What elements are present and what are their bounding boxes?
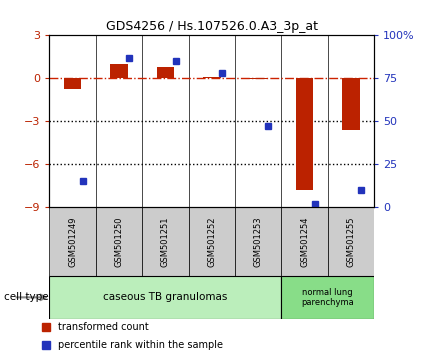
Text: GSM501253: GSM501253	[254, 216, 263, 267]
Text: caseous TB granulomas: caseous TB granulomas	[103, 292, 227, 302]
Bar	[235, 207, 281, 276]
Bar	[64, 78, 81, 88]
Bar	[249, 78, 267, 79]
Text: GSM501252: GSM501252	[207, 216, 216, 267]
Text: normal lung
parenchyma: normal lung parenchyma	[301, 288, 354, 307]
Text: percentile rank within the sample: percentile rank within the sample	[58, 340, 223, 350]
Bar	[96, 207, 142, 276]
Text: cell type: cell type	[4, 292, 49, 302]
Bar	[328, 207, 374, 276]
Bar	[110, 64, 128, 78]
Text: GSM501254: GSM501254	[300, 216, 309, 267]
Text: GSM501249: GSM501249	[68, 216, 77, 267]
Text: GSM501255: GSM501255	[347, 216, 356, 267]
Bar	[49, 276, 281, 319]
Title: GDS4256 / Hs.107526.0.A3_3p_at: GDS4256 / Hs.107526.0.A3_3p_at	[106, 20, 318, 33]
Bar	[203, 76, 221, 78]
Bar	[296, 78, 313, 190]
Bar	[189, 207, 235, 276]
Bar	[49, 207, 96, 276]
Bar	[142, 207, 189, 276]
Bar	[342, 78, 360, 130]
Bar	[157, 67, 174, 78]
Text: GSM501250: GSM501250	[114, 216, 123, 267]
Bar	[281, 207, 328, 276]
Text: transformed count: transformed count	[58, 322, 149, 332]
Text: GSM501251: GSM501251	[161, 216, 170, 267]
Bar	[281, 276, 374, 319]
